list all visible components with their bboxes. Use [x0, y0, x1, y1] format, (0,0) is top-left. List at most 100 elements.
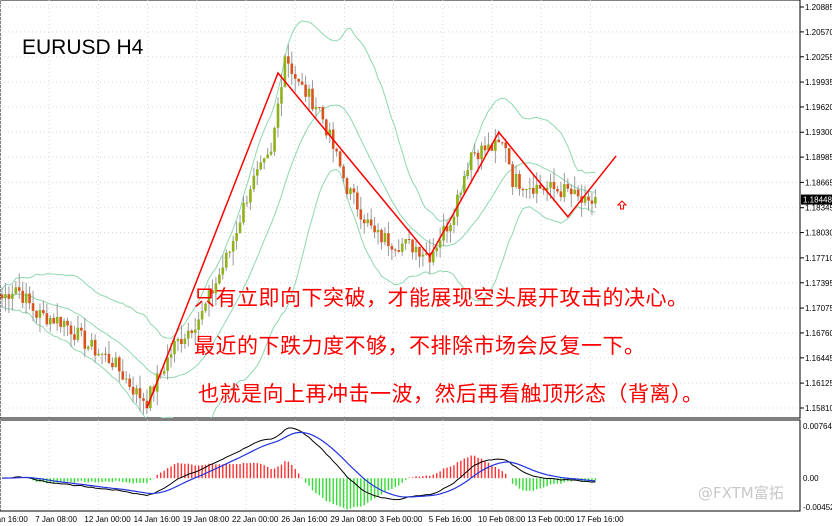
candle-body — [11, 293, 14, 299]
candle-body — [28, 293, 31, 304]
candle-body — [290, 63, 294, 74]
candle-body — [414, 246, 418, 253]
candle-body — [266, 154, 269, 159]
candle-body — [121, 371, 125, 380]
up-arrow-icon — [616, 200, 628, 210]
time-tick-label: 5 Feb 16:00 — [429, 515, 472, 524]
candle-body — [387, 233, 390, 246]
candle-body — [500, 142, 504, 144]
candle-body — [521, 188, 525, 191]
annotation-2: 最近的下跌力度不够，不排除市场会反复一下。 — [194, 334, 646, 358]
candle-body — [262, 158, 266, 163]
time-tick-label: 10 Feb 08:00 — [478, 515, 526, 524]
candle-body — [425, 252, 428, 255]
price-tick-label: 1.15810 — [805, 404, 832, 413]
candle-body — [273, 127, 276, 152]
price-tick-label: 1.18030 — [805, 229, 832, 238]
candle-body — [528, 187, 532, 190]
candle-body — [245, 202, 249, 204]
candle-body — [569, 188, 573, 195]
candle-body — [21, 290, 24, 303]
price-tick-label: 1.16760 — [805, 329, 832, 338]
macd-line — [1, 427, 596, 501]
candle-body — [214, 283, 218, 294]
time-tick-label: 26 Jan 16:00 — [281, 515, 328, 524]
candle-body — [297, 78, 300, 82]
candle-body — [566, 184, 570, 189]
candle-body — [35, 310, 38, 318]
candle-body — [193, 329, 197, 333]
candle-body — [338, 151, 342, 167]
candle-body — [369, 219, 373, 226]
candle-body — [418, 246, 421, 257]
candle-body — [269, 151, 273, 155]
candle-body — [483, 145, 487, 151]
candle-body — [445, 225, 449, 232]
candle-body — [421, 254, 425, 257]
candle-body — [307, 88, 311, 97]
candle-body — [80, 327, 83, 331]
price-tick-label: 1.19300 — [805, 128, 832, 137]
candle-body — [576, 189, 580, 197]
candle-body — [180, 338, 183, 345]
candle-body — [138, 388, 142, 399]
candle-body — [145, 400, 149, 409]
candle-body — [362, 219, 366, 224]
candle-body — [293, 73, 297, 79]
candle-body — [38, 310, 42, 318]
candle-body — [525, 189, 528, 191]
candle-body — [518, 174, 521, 189]
time-tick-label: 29 Jan 08:00 — [330, 515, 377, 524]
candle-body — [535, 184, 539, 194]
candle-body — [142, 398, 145, 401]
candle-body — [494, 139, 497, 151]
time-tick-label: 13 Feb 00:00 — [527, 515, 575, 524]
candle-body — [204, 303, 207, 311]
candle-body — [124, 378, 128, 380]
candle-body — [497, 139, 501, 143]
candle-body — [176, 338, 180, 342]
candle-body — [100, 353, 104, 355]
candle-body — [442, 225, 445, 241]
candle-body — [504, 142, 507, 149]
candle-body — [459, 192, 463, 195]
candle-body — [538, 184, 542, 189]
candle-body — [118, 357, 121, 372]
candle-body — [549, 181, 552, 188]
candle-body — [228, 251, 231, 253]
candle-body — [383, 233, 387, 243]
price-tick-label: 1.17395 — [805, 279, 832, 288]
candle-body — [438, 240, 442, 248]
candle-body — [259, 162, 263, 170]
time-tick-label: 22 Jan 00:00 — [232, 515, 279, 524]
candle-body — [300, 81, 304, 85]
candle-body — [128, 378, 131, 387]
price-tick-label: 1.16445 — [805, 354, 832, 363]
candle-body — [352, 188, 356, 193]
current-price-label: 1.18448 — [803, 196, 832, 205]
candle-body — [559, 191, 563, 198]
candle-body — [59, 316, 62, 327]
candle-body — [69, 325, 73, 335]
signal-line — [1, 431, 596, 498]
candle-body — [545, 187, 549, 191]
candle-body — [359, 209, 363, 220]
candle-body — [97, 353, 100, 356]
candle-body — [583, 196, 587, 203]
candle-body — [211, 290, 214, 294]
price-tick-label: 1.17710 — [805, 254, 832, 263]
candle-body — [473, 152, 476, 154]
price-tick-label: 1.18985 — [805, 153, 832, 162]
candle-body — [14, 287, 18, 294]
candle-body — [31, 303, 35, 311]
candle-body — [66, 320, 69, 326]
candle-body — [400, 243, 404, 252]
candle-body — [411, 239, 414, 253]
candle-body — [452, 216, 456, 225]
candle-body — [490, 144, 494, 151]
candle-body — [373, 225, 376, 233]
current-price-box — [801, 194, 832, 205]
candle-body — [231, 240, 235, 252]
annotation-3: 也就是向上再冲击一波，然后再看触顶形态（背离）。 — [198, 382, 704, 406]
